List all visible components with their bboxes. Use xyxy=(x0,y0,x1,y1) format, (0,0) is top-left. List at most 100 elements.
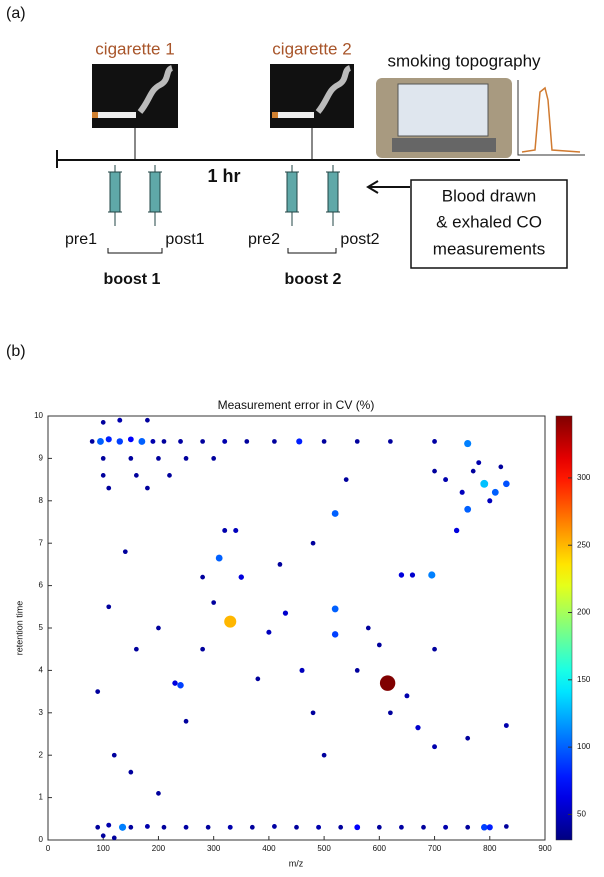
point xyxy=(172,680,178,686)
chart-title: Measurement error in CV (%) xyxy=(218,398,375,412)
point xyxy=(138,438,146,445)
point xyxy=(388,439,393,444)
point xyxy=(354,824,361,831)
mini-axes xyxy=(517,80,585,156)
point xyxy=(481,824,488,831)
point xyxy=(415,725,421,731)
plot-area xyxy=(47,415,546,841)
arrow xyxy=(366,180,410,194)
sample-label: post1 xyxy=(165,231,204,248)
point xyxy=(145,417,150,423)
y-tick-label: 2 xyxy=(39,750,44,759)
point xyxy=(224,615,237,628)
point xyxy=(227,824,233,830)
puff-curve xyxy=(521,86,581,153)
note-box xyxy=(410,179,568,269)
point xyxy=(111,752,117,758)
point xyxy=(432,646,437,652)
point xyxy=(376,642,382,648)
point xyxy=(354,439,360,444)
cigarette-filter xyxy=(92,112,98,118)
point xyxy=(321,752,327,758)
point xyxy=(156,625,161,631)
point xyxy=(464,505,472,513)
point xyxy=(156,456,161,461)
point xyxy=(503,723,509,728)
colorbar-tick-label: 200 xyxy=(577,608,591,617)
point xyxy=(200,439,205,444)
point xyxy=(133,473,139,478)
colorbar-tick-label: 250 xyxy=(577,540,591,549)
point xyxy=(503,824,509,829)
bracket xyxy=(107,248,337,254)
smoke xyxy=(315,65,352,114)
point xyxy=(122,549,128,555)
point xyxy=(167,473,172,478)
point xyxy=(89,439,95,444)
point xyxy=(480,479,489,488)
x-axis-label: m/z xyxy=(289,858,304,868)
point xyxy=(331,605,339,613)
point xyxy=(111,835,117,841)
point xyxy=(200,646,205,652)
point xyxy=(106,822,112,828)
y-tick-label: 8 xyxy=(39,496,44,505)
point xyxy=(432,744,437,750)
point xyxy=(331,631,339,638)
point xyxy=(100,456,106,461)
point xyxy=(282,610,289,616)
sample-label: pre2 xyxy=(248,231,280,248)
smoke xyxy=(137,65,174,114)
y-tick-label: 9 xyxy=(39,454,44,463)
point xyxy=(222,438,228,444)
point xyxy=(133,646,139,652)
point xyxy=(498,464,504,470)
point xyxy=(296,438,303,445)
point xyxy=(453,527,460,534)
point xyxy=(476,460,482,466)
point xyxy=(354,668,360,673)
note-line: measurements xyxy=(433,239,545,258)
point xyxy=(128,824,134,830)
point xyxy=(255,676,261,682)
point xyxy=(321,439,327,444)
point xyxy=(161,439,167,444)
x-tick-label: 0 xyxy=(46,844,51,853)
point xyxy=(116,438,124,445)
x-tick-label: 100 xyxy=(97,844,111,853)
point xyxy=(118,823,127,831)
point xyxy=(503,480,510,488)
cigarette xyxy=(96,112,136,118)
point xyxy=(310,710,316,716)
point xyxy=(106,485,112,491)
point xyxy=(177,682,184,689)
point xyxy=(376,824,382,830)
point xyxy=(486,824,493,831)
point xyxy=(443,824,449,830)
point xyxy=(144,823,150,829)
point xyxy=(244,439,250,444)
y-tick-label: 0 xyxy=(39,835,44,844)
point xyxy=(421,824,426,830)
y-axis-label: retention time xyxy=(14,601,24,656)
point xyxy=(183,456,189,461)
device-screen xyxy=(397,83,489,137)
point xyxy=(409,572,416,578)
point xyxy=(316,824,322,830)
x-tick-label: 200 xyxy=(152,844,166,853)
point xyxy=(398,572,405,578)
x-tick-label: 900 xyxy=(538,844,552,853)
note-line: Blood drawn xyxy=(442,186,537,205)
sample-label: post2 xyxy=(340,231,379,248)
y-tick-label: 1 xyxy=(39,793,44,802)
point xyxy=(238,574,244,580)
x-tick-label: 500 xyxy=(317,844,331,853)
sample-label: pre1 xyxy=(65,231,97,248)
point xyxy=(459,489,465,495)
point xyxy=(404,693,410,699)
x-tick-label: 700 xyxy=(428,844,442,853)
x-tick-label: 300 xyxy=(207,844,221,853)
point xyxy=(205,824,211,830)
colorbar-tick-label: 100 xyxy=(577,742,591,751)
